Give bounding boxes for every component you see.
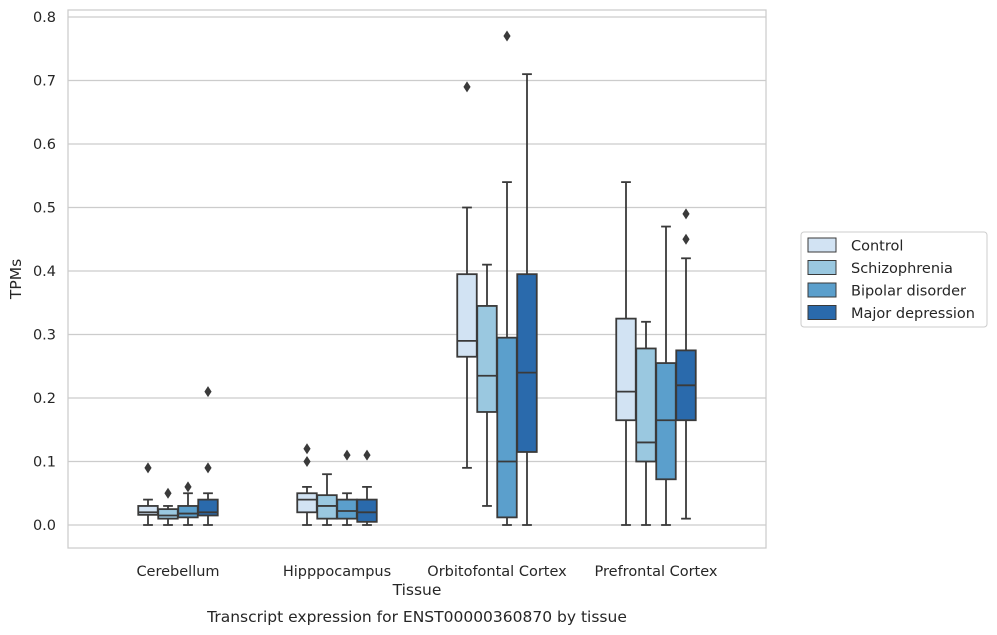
x-tick-label: Orbitofontal Cortex	[427, 564, 567, 580]
outlier-point	[184, 481, 192, 493]
box	[197, 386, 219, 526]
box-iqr	[356, 498, 378, 523]
outlier-point	[343, 449, 351, 461]
series-bipolar-disorder	[177, 30, 677, 526]
y-tick-label: 0.3	[33, 328, 56, 344]
box	[675, 208, 697, 520]
outlier-point	[303, 456, 311, 467]
x-tick-label: Cerebellum	[136, 564, 219, 580]
box-series	[137, 30, 697, 526]
legend-label: Bipolar disorder	[851, 284, 966, 300]
series-schizophrenia	[157, 263, 657, 526]
box	[356, 449, 378, 526]
box-iqr	[137, 505, 159, 516]
y-tick-label: 0.0	[33, 518, 56, 534]
outlier-point	[682, 233, 690, 245]
box-iqr	[635, 347, 657, 463]
legend: Control Schizophrenia Bipolar disorder Majo…	[800, 231, 988, 328]
box-iqr	[336, 498, 358, 520]
y-axis-label: TPMs	[7, 259, 25, 300]
x-tick-label: Prefrontal Cortex	[595, 564, 718, 580]
y-tick-label: 0.7	[33, 74, 56, 90]
outlier-point	[144, 462, 152, 474]
outlier-point	[463, 81, 471, 93]
x-tick-labels: Cerebellum Hipppocampus Orbitofontal Corte…	[136, 564, 717, 580]
legend-swatch	[807, 260, 837, 275]
y-tick-labels: 0.0 0.1 0.2 0.3 0.4 0.5 0.6 0.7 0.8	[33, 10, 56, 534]
box-iqr	[316, 494, 338, 520]
chart-caption: Transcript expression for ENST0000036087…	[206, 608, 627, 626]
box	[655, 225, 677, 526]
legend-frame	[800, 231, 988, 328]
outlier-point	[204, 462, 212, 474]
box-iqr	[516, 273, 538, 453]
box	[516, 73, 538, 526]
box	[296, 443, 318, 526]
box-iqr	[615, 317, 637, 422]
box-iqr	[456, 273, 478, 358]
outlier-point	[303, 443, 311, 455]
box-iqr	[177, 505, 199, 519]
box-iqr	[296, 492, 318, 514]
y-tick-label: 0.8	[33, 10, 56, 26]
box-iqr	[476, 305, 498, 413]
box-iqr	[157, 508, 179, 520]
y-tick-label: 0.5	[33, 201, 56, 217]
y-tick-label: 0.6	[33, 137, 56, 153]
box	[137, 462, 159, 526]
y-tick-label: 0.1	[33, 455, 56, 471]
legend-label: Control	[851, 239, 903, 255]
legend-swatch	[807, 237, 837, 253]
box	[157, 487, 179, 526]
plot-frame	[67, 9, 767, 549]
outlier-point	[164, 487, 172, 499]
outlier-point	[363, 449, 371, 461]
legend-swatch	[807, 282, 837, 298]
box-iqr	[655, 362, 677, 481]
outlier-point	[503, 30, 511, 42]
y-tick-label: 0.2	[33, 391, 56, 407]
legend-label: Major depression	[851, 306, 975, 322]
outlier-point	[204, 386, 212, 398]
legend-swatch	[807, 305, 837, 320]
box	[496, 30, 518, 526]
outlier-point	[682, 208, 690, 220]
legend-label: Schizophrenia	[851, 261, 953, 277]
y-tick-label: 0.4	[33, 264, 56, 280]
series-major-depression	[197, 73, 697, 526]
x-tick-label: Hipppocampus	[283, 564, 391, 580]
x-axis-label: Tissue	[392, 581, 442, 599]
box-iqr	[496, 336, 518, 519]
